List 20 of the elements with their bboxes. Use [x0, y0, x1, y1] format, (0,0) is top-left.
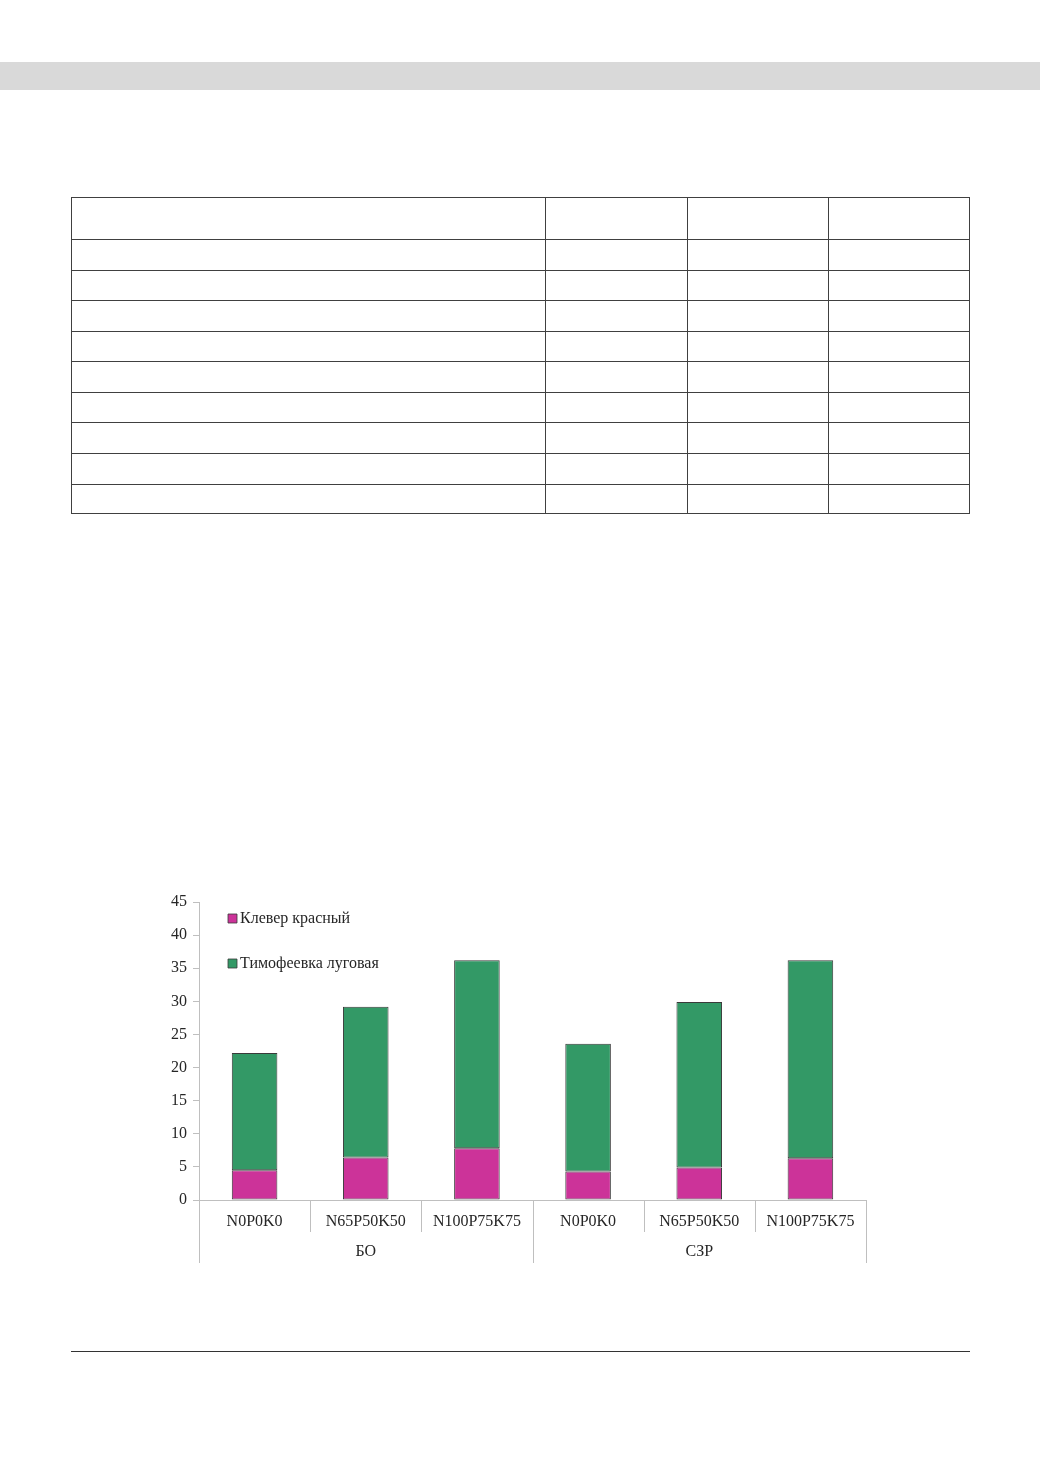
x-tick-label: N0P0K0 [226, 1211, 283, 1229]
y-tick-label: 0 [179, 1190, 187, 1208]
legend-label: Клевер красный [240, 909, 351, 928]
y-tick-label: 5 [179, 1157, 187, 1175]
x-tick-label: N65P50K50 [325, 1211, 406, 1229]
text: БО [355, 1242, 377, 1260]
x-tick-label: N0P0K0 [560, 1211, 617, 1229]
x-tick-label: N100P75K75 [432, 1211, 521, 1229]
y-tick-label: 10 [171, 1123, 187, 1141]
y-tick-label: 30 [171, 991, 187, 1009]
x-tick-label: N100P75K75 [766, 1211, 855, 1229]
y-tick-label: 15 [171, 1090, 187, 1108]
y-tick-label: 45 [171, 892, 187, 910]
y-tick-label: 20 [171, 1057, 187, 1075]
y-tick-label: 25 [171, 1024, 187, 1042]
text: СЗР [685, 1242, 714, 1260]
y-tick-label: 40 [171, 925, 187, 943]
legend-label: Тимофеевка луговая [240, 954, 380, 973]
y-tick-label: 35 [171, 958, 187, 976]
x-tick-label: N65P50K50 [659, 1211, 740, 1229]
